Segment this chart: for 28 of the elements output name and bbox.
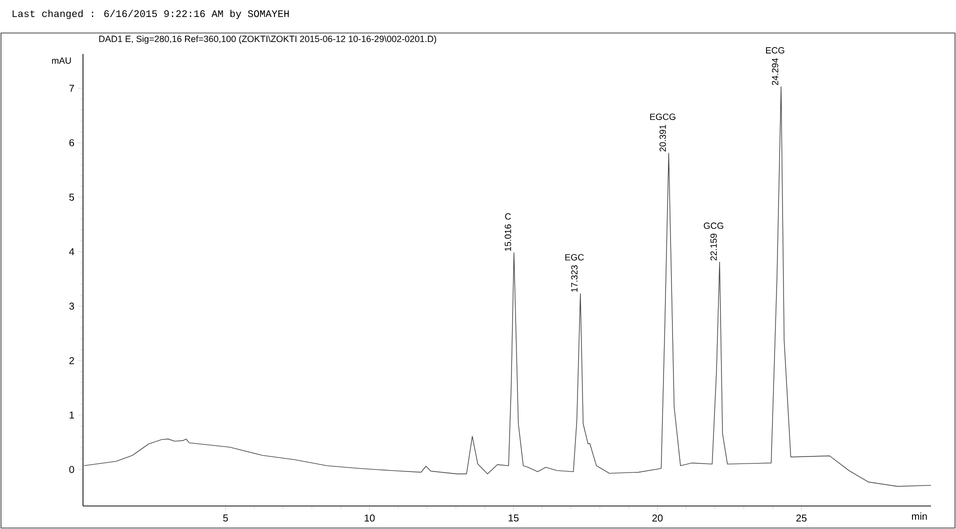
y-tick-label: 4 — [69, 248, 74, 256]
x-tick-label: 10 — [364, 514, 375, 522]
x-tick-label: 25 — [796, 514, 807, 522]
y-tick-label: 0 — [69, 466, 74, 474]
annotation: 22.159 — [710, 234, 717, 260]
annotation: EGC — [565, 254, 584, 260]
y-tick-label: 2 — [69, 357, 74, 364]
annotation: 20.391 — [660, 124, 666, 152]
x-axis-title: min — [912, 512, 927, 520]
x-tick-label: 5 — [223, 514, 228, 522]
annotation: 17.323 — [571, 265, 578, 292]
chart-title: DAD1 E, Sig=280,16 Ref=360,100 (ZOKTI\ZOKTI 2015-06-12 10-16-29\002-0201.D) — [99, 35, 436, 44]
x-tick-label: 15 — [508, 514, 519, 522]
text: Last changed : 6/16/2015 9:22:16 AM by SOMAYEH — [12, 10, 289, 20]
annotation: 15.016 — [504, 224, 512, 251]
text: ECG — [766, 47, 784, 54]
annotation: EGCG — [650, 114, 676, 120]
y-tick-label: 3 — [69, 302, 74, 310]
line-series — [84, 86, 932, 487]
annotation: 24.294 — [772, 58, 778, 86]
y-tick-label: 5 — [69, 194, 74, 201]
y-tick-label: 1 — [70, 412, 74, 418]
annotation: C — [505, 213, 511, 220]
y-axis-title: mAU — [52, 58, 71, 64]
y-tick-label: 6 — [69, 139, 74, 146]
annotation: GCG — [704, 222, 724, 229]
y-tick-label: 7 — [69, 84, 74, 92]
x-tick-label: 20 — [652, 514, 663, 522]
